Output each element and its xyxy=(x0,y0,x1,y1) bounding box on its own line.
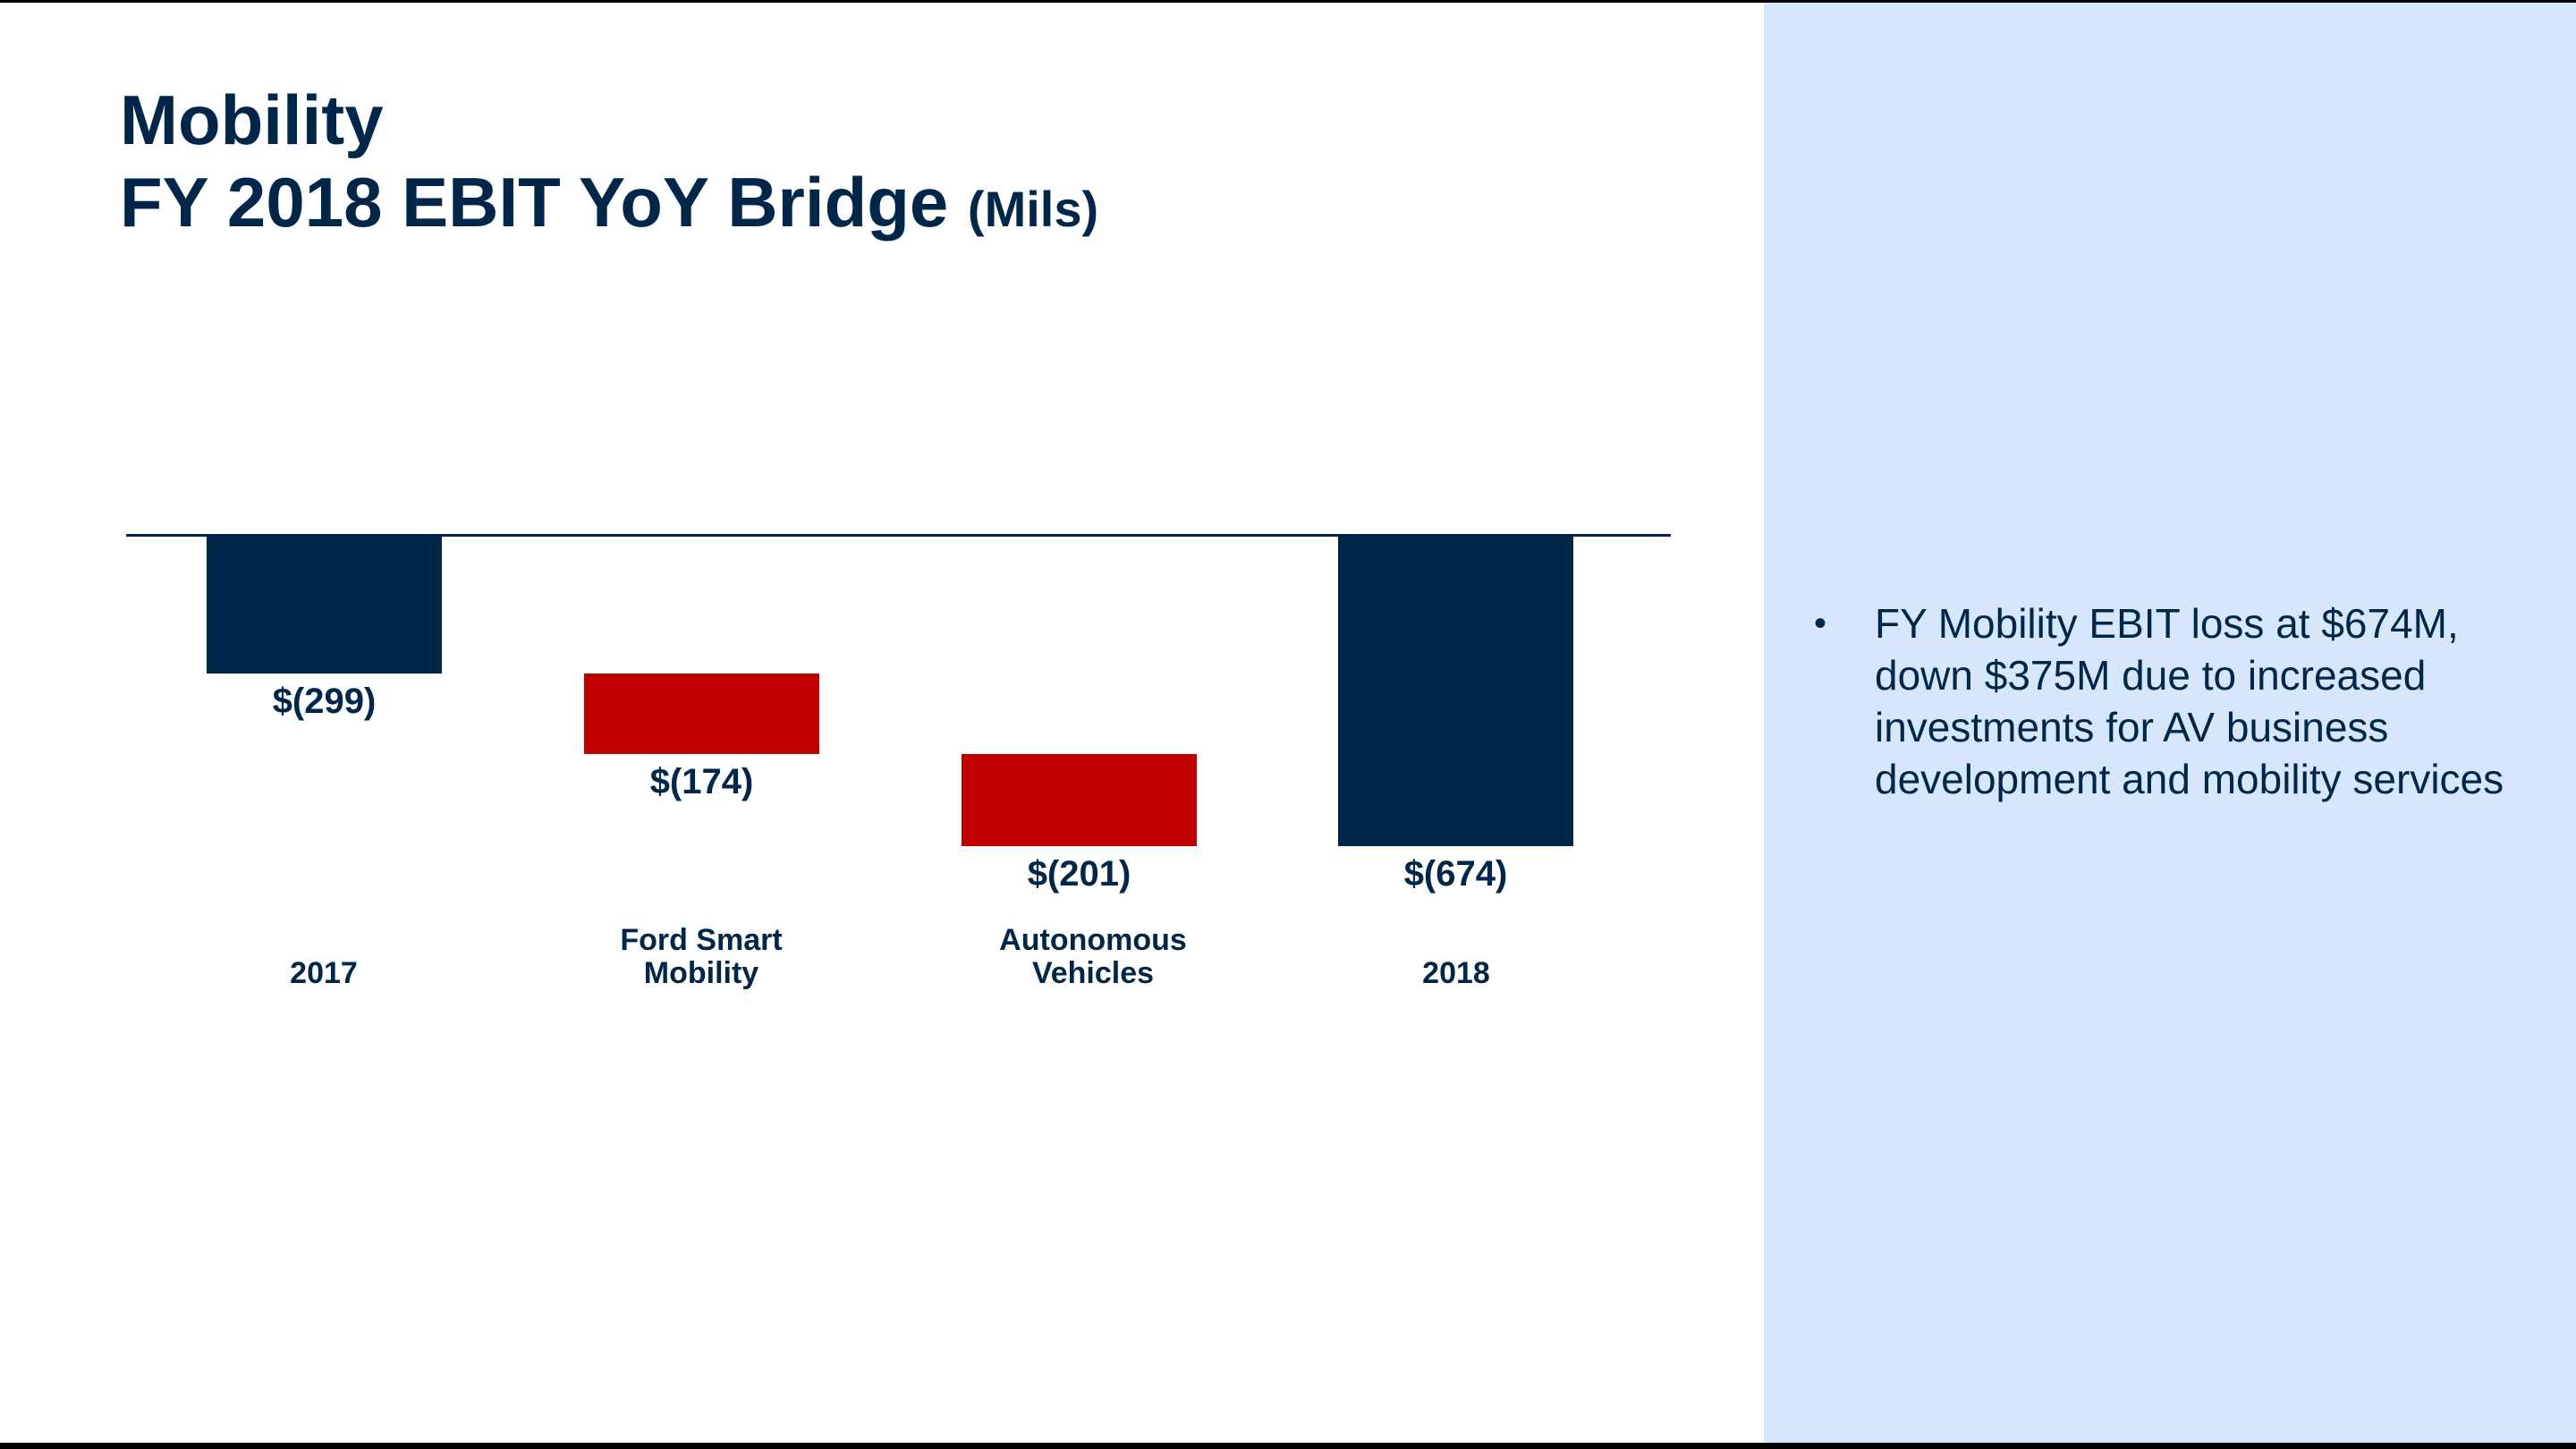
bar-ford-smart-mobility xyxy=(584,673,819,754)
category-label: Ford Smart Mobility xyxy=(620,923,783,990)
top-border xyxy=(0,0,2576,3)
bullet-item: • FY Mobility EBIT loss at $674M, down $… xyxy=(1814,597,2512,805)
bar-autonomous-vehicles xyxy=(962,753,1197,846)
value-label: $(201) xyxy=(1027,854,1131,894)
bullet-icon: • xyxy=(1814,604,1827,643)
value-label: $(299) xyxy=(272,681,377,721)
bullet-text: FY Mobility EBIT loss at $674M, down $37… xyxy=(1875,600,2504,802)
bar-2018 xyxy=(1338,536,1573,846)
commentary-bullets: • FY Mobility EBIT loss at $674M, down $… xyxy=(1814,597,2512,805)
category-label: 2018 xyxy=(1422,956,1490,990)
bottom-border xyxy=(0,1443,2576,1449)
title-line-1: Mobility xyxy=(120,80,384,159)
bar-2017 xyxy=(207,536,442,674)
category-label: Autonomous Vehicles xyxy=(999,923,1187,990)
title-main: FY 2018 EBIT YoY Bridge xyxy=(120,163,949,242)
value-label: $(174) xyxy=(649,761,754,801)
title-line-2: FY 2018 EBIT YoY Bridge (Mils) xyxy=(120,161,1098,250)
zero-axis-line xyxy=(126,534,1671,537)
title-units: (Mils) xyxy=(967,181,1099,237)
category-label: 2017 xyxy=(290,956,358,990)
commentary-panel xyxy=(1764,3,2576,1443)
value-label: $(674) xyxy=(1403,854,1508,894)
page-title: Mobility FY 2018 EBIT YoY Bridge (Mils) xyxy=(120,79,1098,250)
